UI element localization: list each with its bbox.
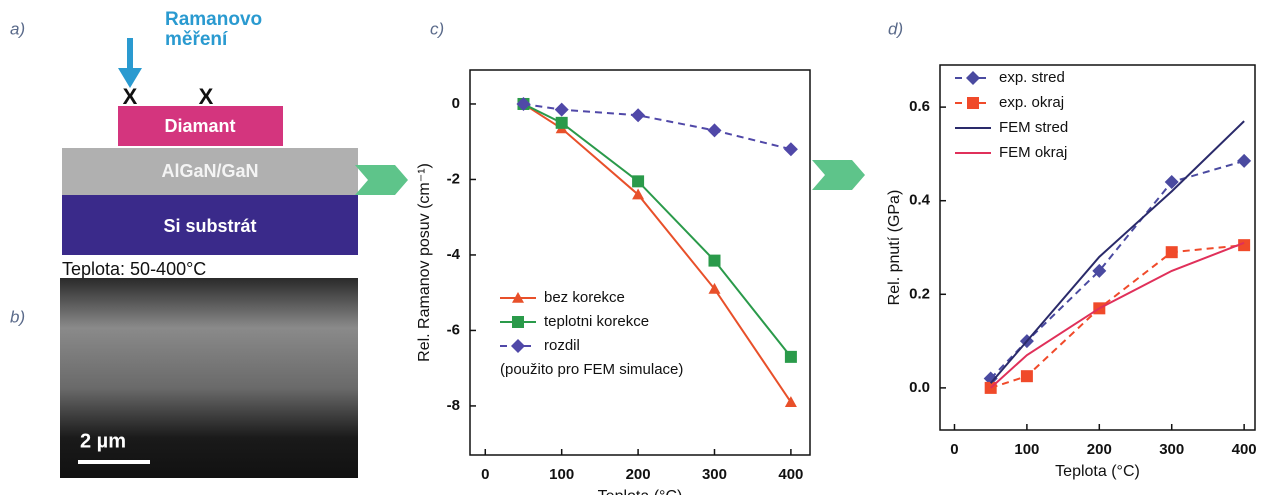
panel-label: c) xyxy=(430,19,444,38)
scale-bar-label: 2 µm xyxy=(80,430,126,452)
raman-label: měření xyxy=(165,29,228,50)
x-tick-label: 0 xyxy=(481,466,489,483)
layer-label: AlGaN/GaN xyxy=(161,161,258,181)
y-tick-label: 0.0 xyxy=(909,379,930,396)
sem-image xyxy=(60,278,358,478)
data-point xyxy=(1164,174,1179,189)
temperature-label: Teplota: 50-400°C xyxy=(62,259,206,279)
data-point xyxy=(1092,263,1107,278)
layer-label: Diamant xyxy=(164,116,235,136)
y-tick-label: -6 xyxy=(447,321,460,338)
data-point xyxy=(632,175,645,188)
y-tick-label: 0.2 xyxy=(909,285,930,302)
data-point xyxy=(631,108,646,123)
series-line xyxy=(989,120,1245,384)
y-axis-label: Rel. pnutí (GPa) xyxy=(886,190,903,306)
series-line xyxy=(990,244,1245,389)
plot-frame xyxy=(939,64,1256,431)
data-point xyxy=(784,350,797,363)
series-line xyxy=(523,102,792,151)
data-point xyxy=(554,102,569,117)
x-tick-label: 0 xyxy=(950,441,958,458)
legend-label: FEM stred xyxy=(999,119,1068,136)
legend-marker xyxy=(511,339,525,353)
data-point xyxy=(1237,153,1252,168)
x-tick-label: 400 xyxy=(778,466,803,483)
layer-algan xyxy=(62,148,358,195)
x-tick-label: 400 xyxy=(1232,441,1257,458)
y-tick-label: 0.4 xyxy=(909,192,931,209)
legend-marker xyxy=(512,316,524,328)
y-tick-label: 0 xyxy=(452,95,460,112)
plot-frame xyxy=(469,69,811,456)
layer-diamond xyxy=(118,106,283,146)
legend-marker xyxy=(512,292,524,303)
y-tick-label: 0.6 xyxy=(909,98,930,115)
raman-arrow-head xyxy=(118,68,142,88)
data-point xyxy=(708,254,721,267)
panel-label: b) xyxy=(10,307,25,326)
x-tick-label: 300 xyxy=(702,466,727,483)
legend-label: FEM okraj xyxy=(999,144,1067,161)
series-line xyxy=(990,241,1245,389)
data-point xyxy=(632,188,645,200)
legend-marker xyxy=(966,71,980,85)
legend-label: exp. stred xyxy=(999,69,1065,86)
legend-label: teplotni korekce xyxy=(544,313,649,330)
data-point xyxy=(1020,370,1033,383)
panel-label: d) xyxy=(888,19,903,38)
legend-marker xyxy=(967,97,979,109)
layer-si xyxy=(62,195,358,255)
legend-label: bez korekce xyxy=(544,289,625,306)
data-point xyxy=(1238,239,1251,252)
x-tick-label: 200 xyxy=(1087,441,1112,458)
annotation: (použito pro FEM simulace) xyxy=(500,361,683,378)
legend-label: rozdil xyxy=(544,337,580,354)
data-point xyxy=(784,396,797,407)
x-tick-label: 300 xyxy=(1159,441,1184,458)
series-line xyxy=(989,159,1245,380)
x-axis-label: Teplota (°C) xyxy=(598,488,683,495)
y-tick-label: -2 xyxy=(447,170,460,187)
x-tick-label: 100 xyxy=(1014,441,1039,458)
data-point xyxy=(555,116,568,129)
data-point xyxy=(1165,246,1178,259)
data-point xyxy=(707,123,722,138)
data-point xyxy=(783,142,798,157)
series-line xyxy=(522,103,792,403)
x-tick-label: 100 xyxy=(549,466,574,483)
y-tick-label: -8 xyxy=(447,397,460,414)
chevron xyxy=(355,165,408,195)
marker-x: X xyxy=(123,84,138,109)
y-axis-label: Rel. Ramanov posuv (cm⁻¹) xyxy=(416,163,433,362)
x-tick-label: 200 xyxy=(626,466,651,483)
x-axis-label: Teplota (°C) xyxy=(1055,463,1140,480)
y-tick-label: -4 xyxy=(447,246,461,263)
panel-label: a) xyxy=(10,19,25,38)
marker-x: X xyxy=(199,84,214,109)
data-point xyxy=(516,96,531,111)
legend-label: exp. okraj xyxy=(999,94,1064,111)
data-point xyxy=(708,282,721,294)
layer-label: Si substrát xyxy=(163,216,256,236)
raman-label: Ramanovo xyxy=(165,9,262,30)
chevron xyxy=(812,160,865,190)
